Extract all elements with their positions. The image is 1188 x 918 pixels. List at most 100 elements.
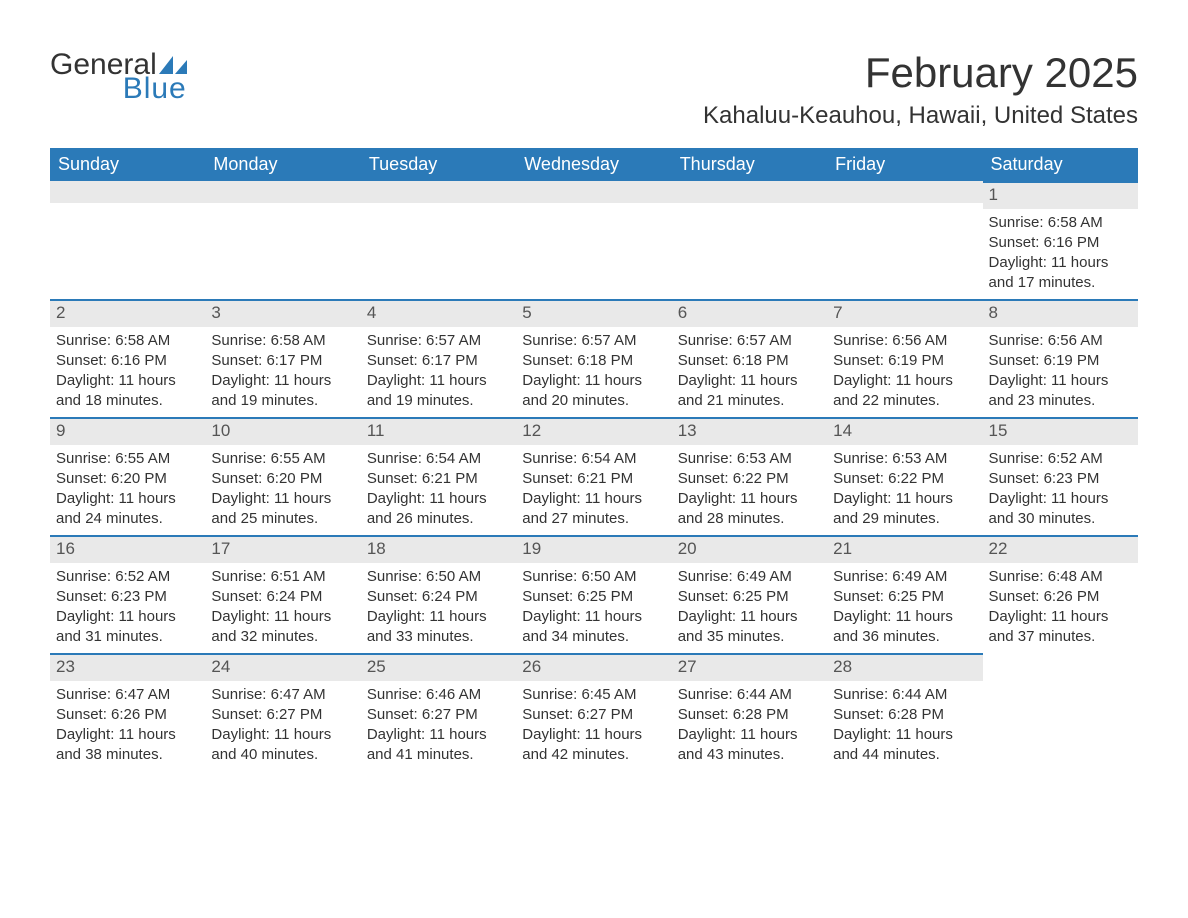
daylight-line: Daylight: 11 hours and 25 minutes. <box>211 490 331 527</box>
calendar-cell: 8Sunrise: 6:56 AMSunset: 6:19 PMDaylight… <box>983 299 1138 417</box>
sunrise-line: Sunrise: 6:50 AM <box>367 568 481 585</box>
day-number: 23 <box>50 655 205 680</box>
sunrise-line: Sunrise: 6:58 AM <box>56 332 170 349</box>
day-wrap: 18Sunrise: 6:50 AMSunset: 6:24 PMDayligh… <box>361 535 516 653</box>
day-wrap: 12Sunrise: 6:54 AMSunset: 6:21 PMDayligh… <box>516 417 671 535</box>
weekday-header-row: SundayMondayTuesdayWednesdayThursdayFrid… <box>50 148 1138 181</box>
calendar-cell <box>672 181 827 299</box>
page-header: General Blue February 2025 Kahaluu-Keauh… <box>50 50 1138 130</box>
day-wrap: 3Sunrise: 6:58 AMSunset: 6:17 PMDaylight… <box>205 299 360 417</box>
day-wrap: 15 Sunrise: 6:52 AM Sunset: 6:23 PM Dayligh… <box>983 417 1138 535</box>
day-body: Sunrise: 6:44 AMSunset: 6:28 PMDaylight:… <box>672 681 827 770</box>
calendar-week-row: 1 Sunrise: 6:58 AM Sunset: 6:16 PM Daylight… <box>50 181 1138 299</box>
day-number: 27 <box>672 655 827 680</box>
day-body: Sunrise: 6:58 AMSunset: 6:17 PMDaylight:… <box>205 327 360 416</box>
daylight-line: Daylight: 11 hours and 33 minutes. <box>367 608 487 645</box>
day-body: Sunrise: 6:55 AMSunset: 6:20 PMDaylight:… <box>50 445 205 534</box>
daylight-line: Daylight: 11 hours and 17 minutes. <box>989 254 1109 291</box>
daylight-line: Daylight: 11 hours and 19 minutes. <box>367 372 487 409</box>
sunrise-line: Sunrise: 6:54 AM <box>522 450 636 467</box>
day-body: Sunrise: 6:47 AMSunset: 6:27 PMDaylight:… <box>205 681 360 770</box>
sunrise-line: Sunrise: 6:47 AM <box>56 686 170 703</box>
calendar-cell: 27Sunrise: 6:44 AMSunset: 6:28 PMDayligh… <box>672 653 827 771</box>
calendar-cell <box>516 181 671 299</box>
calendar-cell: 25Sunrise: 6:46 AMSunset: 6:27 PMDayligh… <box>361 653 516 771</box>
day-wrap: 23Sunrise: 6:47 AMSunset: 6:26 PMDayligh… <box>50 653 205 771</box>
day-body: Sunrise: 6:50 AMSunset: 6:24 PMDaylight:… <box>361 563 516 652</box>
sunrise-line: Sunrise: 6:49 AM <box>678 568 792 585</box>
daylight-line: Daylight: 11 hours and 24 minutes. <box>56 490 176 527</box>
sunset-line: Sunset: 6:21 PM <box>522 470 633 487</box>
day-number: 1 <box>983 183 1138 208</box>
day-number: 18 <box>361 537 516 562</box>
logo-word-blue: Blue <box>123 74 187 104</box>
sunset-line: Sunset: 6:25 PM <box>833 588 944 605</box>
empty-daynum <box>672 181 827 203</box>
daylight-line: Daylight: 11 hours and 42 minutes. <box>522 726 642 763</box>
sunset-line: Sunset: 6:22 PM <box>678 470 789 487</box>
empty-daynum <box>50 181 205 203</box>
sunrise-line: Sunrise: 6:52 AM <box>56 568 170 585</box>
daylight-line: Daylight: 11 hours and 26 minutes. <box>367 490 487 527</box>
day-wrap: 19Sunrise: 6:50 AMSunset: 6:25 PMDayligh… <box>516 535 671 653</box>
calendar-cell: 20Sunrise: 6:49 AMSunset: 6:25 PMDayligh… <box>672 535 827 653</box>
weekday-header: Tuesday <box>361 148 516 181</box>
day-body: Sunrise: 6:58 AM Sunset: 6:16 PM Daylight:… <box>983 209 1138 298</box>
day-body: Sunrise: 6:54 AMSunset: 6:21 PMDaylight:… <box>361 445 516 534</box>
sunrise-line: Sunrise: 6:58 AM <box>989 214 1103 231</box>
empty-daynum <box>205 181 360 203</box>
day-wrap: 4Sunrise: 6:57 AMSunset: 6:17 PMDaylight… <box>361 299 516 417</box>
daylight-line: Daylight: 11 hours and 20 minutes. <box>522 372 642 409</box>
daylight-line: Daylight: 11 hours and 19 minutes. <box>211 372 331 409</box>
day-body: Sunrise: 6:57 AMSunset: 6:18 PMDaylight:… <box>672 327 827 416</box>
daylight-line: Daylight: 11 hours and 21 minutes. <box>678 372 798 409</box>
day-wrap: 25Sunrise: 6:46 AMSunset: 6:27 PMDayligh… <box>361 653 516 771</box>
calendar-cell <box>983 653 1138 771</box>
sunset-line: Sunset: 6:27 PM <box>211 706 322 723</box>
day-wrap: 8Sunrise: 6:56 AMSunset: 6:19 PMDaylight… <box>983 299 1138 417</box>
sunrise-line: Sunrise: 6:56 AM <box>833 332 947 349</box>
sunset-line: Sunset: 6:25 PM <box>522 588 633 605</box>
day-number: 26 <box>516 655 671 680</box>
calendar-cell: 10Sunrise: 6:55 AMSunset: 6:20 PMDayligh… <box>205 417 360 535</box>
sunrise-line: Sunrise: 6:53 AM <box>678 450 792 467</box>
daylight-line: Daylight: 11 hours and 30 minutes. <box>989 490 1109 527</box>
day-number: 15 <box>983 419 1138 444</box>
sunrise-line: Sunrise: 6:44 AM <box>833 686 947 703</box>
sunrise-line: Sunrise: 6:54 AM <box>367 450 481 467</box>
day-wrap: 26Sunrise: 6:45 AMSunset: 6:27 PMDayligh… <box>516 653 671 771</box>
sunrise-line: Sunrise: 6:50 AM <box>522 568 636 585</box>
daylight-line: Daylight: 11 hours and 28 minutes. <box>678 490 798 527</box>
sunset-line: Sunset: 6:16 PM <box>989 234 1100 251</box>
daylight-line: Daylight: 11 hours and 29 minutes. <box>833 490 953 527</box>
sunset-line: Sunset: 6:23 PM <box>989 470 1100 487</box>
calendar-cell: 1 Sunrise: 6:58 AM Sunset: 6:16 PM Daylight… <box>983 181 1138 299</box>
day-wrap: 11Sunrise: 6:54 AMSunset: 6:21 PMDayligh… <box>361 417 516 535</box>
sunset-line: Sunset: 6:27 PM <box>367 706 478 723</box>
day-wrap: 1 Sunrise: 6:58 AM Sunset: 6:16 PM Daylight… <box>983 181 1138 299</box>
day-wrap: 9Sunrise: 6:55 AMSunset: 6:20 PMDaylight… <box>50 417 205 535</box>
day-body: Sunrise: 6:50 AM Sunset: 6:25 PM Daylight:… <box>516 563 671 652</box>
sunset-line: Sunset: 6:26 PM <box>989 588 1100 605</box>
day-number: 4 <box>361 301 516 326</box>
daylight-line: Daylight: 11 hours and 34 minutes. <box>522 608 642 645</box>
sunrise-line: Sunrise: 6:57 AM <box>678 332 792 349</box>
sunrise-line: Sunrise: 6:48 AM <box>989 568 1103 585</box>
sunrise-line: Sunrise: 6:52 AM <box>989 450 1103 467</box>
calendar-cell: 12Sunrise: 6:54 AMSunset: 6:21 PMDayligh… <box>516 417 671 535</box>
day-number: 14 <box>827 419 982 444</box>
sunrise-line: Sunrise: 6:51 AM <box>211 568 325 585</box>
day-number: 17 <box>205 537 360 562</box>
day-number: 20 <box>672 537 827 562</box>
daylight-line: Daylight: 11 hours and 37 minutes. <box>989 608 1109 645</box>
sunrise-line: Sunrise: 6:53 AM <box>833 450 947 467</box>
calendar-week-row: 16Sunrise: 6:52 AMSunset: 6:23 PMDayligh… <box>50 535 1138 653</box>
calendar-cell: 4Sunrise: 6:57 AMSunset: 6:17 PMDaylight… <box>361 299 516 417</box>
day-body: Sunrise: 6:57 AMSunset: 6:18 PMDaylight:… <box>516 327 671 416</box>
sunset-line: Sunset: 6:28 PM <box>833 706 944 723</box>
day-number: 2 <box>50 301 205 326</box>
sunrise-line: Sunrise: 6:55 AM <box>211 450 325 467</box>
day-wrap: 2Sunrise: 6:58 AMSunset: 6:16 PMDaylight… <box>50 299 205 417</box>
day-body: Sunrise: 6:49 AMSunset: 6:25 PMDaylight:… <box>672 563 827 652</box>
sunrise-line: Sunrise: 6:44 AM <box>678 686 792 703</box>
